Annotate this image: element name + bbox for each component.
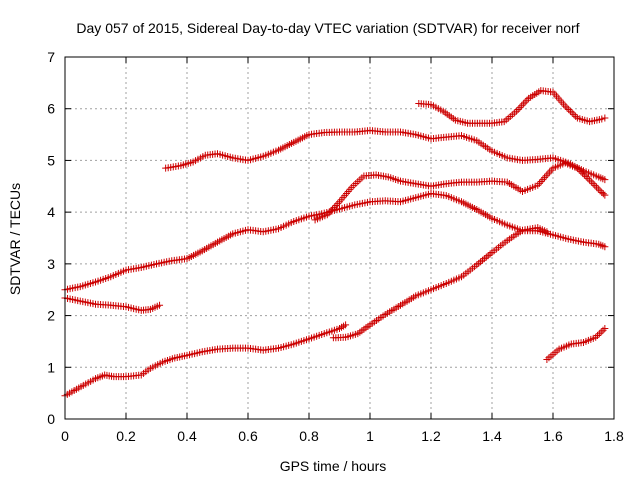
x-axis-label: GPS time / hours [280,458,387,474]
data-point [587,178,595,186]
data-point [582,173,590,181]
data-point [598,115,606,123]
x-tick-label: 1 [366,428,374,444]
y-tick-label: 4 [47,204,55,220]
y-tick-label: 2 [47,308,55,324]
data-point [599,326,607,334]
data-point [594,185,602,193]
y-tick-label: 3 [47,256,55,272]
data-point [579,169,587,177]
data-point [561,102,569,110]
x-tick-label: 0.6 [238,428,258,444]
data-point [584,174,592,182]
data-point [565,106,573,114]
data-point [596,187,604,195]
data-point [601,176,609,184]
data-point [591,181,599,189]
series-track-h [543,325,609,364]
data-point [599,190,607,198]
data-point [592,333,600,341]
data-point [580,171,588,179]
series-track-b [61,190,609,294]
x-tick-label: 1.2 [421,428,441,444]
x-tick-label: 1.8 [604,428,624,444]
y-tick-label: 0 [47,411,55,427]
data-point [563,104,571,112]
data-point [543,228,551,236]
series-track-d [329,224,551,342]
data-point [601,325,609,332]
x-tick-label: 0.4 [177,428,197,444]
data-point [601,114,609,122]
series-track-e [162,126,609,184]
x-tick-label: 1.4 [482,428,502,444]
axis-ticks: 0 0.2 0.4 0.6 0.8 1 1.2 1.4 1.6 1.8 0 1 2 3 4 5 6 7 [47,49,624,444]
x-tick-label: 0.8 [299,428,319,444]
data-point [566,107,574,115]
data-point [568,109,576,117]
series-track-f [311,159,609,224]
x-tick-label: 1.6 [543,428,563,444]
data-point [589,180,597,188]
data-point [342,321,350,329]
y-axis-label: SDTVAR / TECUs [7,183,23,295]
data-point [601,243,609,251]
data-point [597,328,605,336]
data-points [61,87,609,400]
data-point [570,111,578,119]
x-tick-label: 0 [61,428,69,444]
data-point [594,332,602,340]
y-tick-label: 1 [47,359,55,375]
data-point [156,301,164,309]
data-point [573,164,581,172]
chart-title: Day 057 of 2015, Sidereal Day-to-day VTE… [76,20,579,36]
data-point [586,176,594,184]
data-point [595,330,603,338]
y-tick-label: 6 [47,101,55,117]
data-point [575,166,583,174]
data-point [593,183,601,191]
plot-frame [64,56,615,420]
data-point [601,191,609,199]
data-point [577,168,585,176]
series-track-c [61,321,350,400]
y-tick-label: 7 [47,49,55,65]
series-track-g [415,87,609,127]
data-point [572,112,580,120]
y-tick-label: 5 [47,152,55,168]
x-tick-label: 0.2 [116,428,136,444]
